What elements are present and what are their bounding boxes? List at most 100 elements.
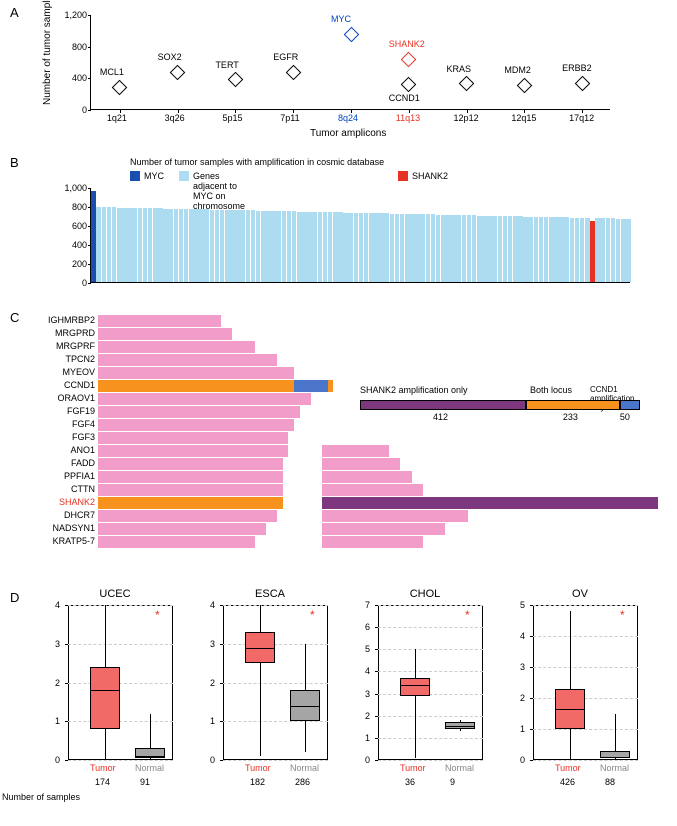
- heatmap-row: [98, 354, 658, 366]
- bar: [379, 213, 384, 282]
- heatmap-segment: [98, 432, 288, 444]
- bar: [364, 213, 369, 282]
- bar: [163, 209, 168, 282]
- bar: [595, 218, 600, 282]
- xtick-label: 12q15: [511, 113, 536, 123]
- legend-label: MYC: [144, 171, 164, 181]
- bar: [199, 209, 204, 282]
- gene-row-label: MRGPRF: [35, 341, 95, 351]
- bar: [251, 210, 256, 282]
- bar: [153, 208, 158, 282]
- boxplot-title: ESCA: [195, 588, 345, 600]
- bar: [564, 217, 569, 282]
- bar: [420, 214, 425, 282]
- box: [400, 678, 430, 696]
- data-point-diamond: [112, 79, 128, 95]
- gene-label: MYC: [331, 14, 351, 24]
- bar: [498, 216, 503, 282]
- xtick-label: Tumor: [90, 763, 116, 773]
- gene-label: SHANK2: [389, 39, 425, 49]
- gene-row-label: PPFIA1: [35, 471, 95, 481]
- ytick-label: 3: [365, 689, 370, 699]
- legend-label: SHANK2: [412, 171, 448, 181]
- bar: [189, 209, 194, 282]
- bar: [600, 218, 605, 282]
- panel-b: Number of tumor samples with amplificati…: [30, 155, 650, 295]
- bar: [292, 211, 297, 282]
- bar: [467, 215, 472, 282]
- gene-row-label: DHCR7: [35, 510, 95, 520]
- bar: [390, 214, 395, 282]
- heatmap: [98, 315, 658, 550]
- heatmap-segment: [98, 458, 283, 470]
- ytick-label: 2: [520, 693, 525, 703]
- bar: [472, 215, 477, 282]
- bar: [359, 213, 364, 282]
- ytick-label: 1,200: [64, 10, 87, 20]
- bar: [215, 210, 220, 282]
- ytick-label: 1: [365, 733, 370, 743]
- xtick-label: 5p15: [222, 113, 242, 123]
- significance-star: *: [310, 608, 315, 622]
- xtick-label: Tumor: [245, 763, 271, 773]
- ytick-label: 2: [365, 711, 370, 721]
- bar: [436, 215, 441, 282]
- data-point-diamond: [401, 77, 417, 93]
- gene-row-label: FADD: [35, 458, 95, 468]
- heatmap-row: [98, 367, 658, 379]
- ytick-label: 3: [520, 662, 525, 672]
- gene-label: ERBB2: [562, 63, 592, 73]
- ytick-label: 2: [210, 678, 215, 688]
- sample-count: 91: [140, 777, 150, 787]
- panel-d-label: D: [10, 590, 19, 605]
- bar: [528, 217, 533, 282]
- median-line: [245, 648, 275, 649]
- xtick-label: 17q12: [569, 113, 594, 123]
- bar: [194, 209, 199, 282]
- heatmap-row: [98, 328, 658, 340]
- bar: [626, 219, 631, 282]
- heatmap-segment: [98, 315, 221, 327]
- heatmap-segment: [294, 380, 328, 392]
- bar: [179, 209, 184, 282]
- ytick-label: 3: [210, 639, 215, 649]
- median-line: [555, 709, 585, 710]
- sample-count: 182: [250, 777, 265, 787]
- legend-bar-segment: [360, 400, 526, 410]
- heatmap-segment: [98, 419, 294, 431]
- xtick-label: 1q21: [107, 113, 127, 123]
- ytick-label: 1: [210, 716, 215, 726]
- data-point-diamond: [170, 64, 186, 80]
- bar: [312, 212, 317, 282]
- bar: [462, 215, 467, 282]
- bar: [282, 211, 287, 282]
- bar: [333, 212, 338, 282]
- median-line: [90, 690, 120, 691]
- bar: [415, 214, 420, 282]
- bar: [482, 216, 487, 282]
- ytick-label: 800: [72, 42, 87, 52]
- panel-c-legend: SHANK2 amplification onlyBoth locusCCND1…: [360, 382, 650, 422]
- ytick-label: 0: [520, 755, 525, 765]
- heatmap-segment: [322, 484, 423, 496]
- panel-a-ylabel: Number of tumor samples: [42, 0, 53, 105]
- heatmap-row: [98, 341, 658, 353]
- bar: [369, 213, 374, 282]
- ytick-label: 400: [72, 240, 87, 250]
- heatmap-segment: [322, 523, 445, 535]
- bar: [400, 214, 405, 282]
- heatmap-segment: [98, 328, 232, 340]
- bar: [554, 217, 559, 282]
- gene-row-label: CTTN: [35, 484, 95, 494]
- legend-value: 233: [563, 412, 578, 422]
- bar: [235, 210, 240, 282]
- median-line: [445, 726, 475, 727]
- bar: [518, 216, 523, 282]
- median-line: [135, 756, 165, 757]
- bar: [616, 219, 621, 282]
- bar: [148, 208, 153, 282]
- bar: [323, 212, 328, 282]
- ytick-label: 4: [210, 600, 215, 610]
- ytick-label: 2: [55, 678, 60, 688]
- boxplot-title: CHOL: [350, 588, 500, 600]
